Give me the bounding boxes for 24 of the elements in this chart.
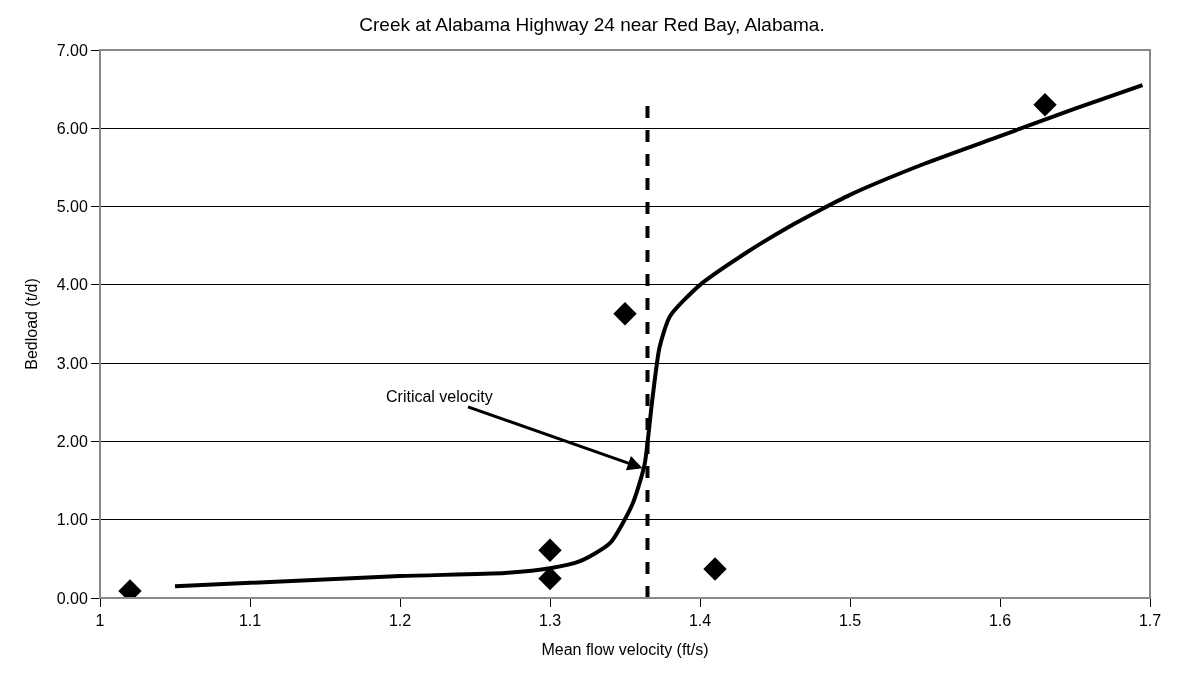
point (538, 538, 562, 562)
y-tick-label: 2.00 (56, 433, 88, 451)
x-tick-label: 1.2 (388, 612, 412, 630)
x-tick-label: 1.3 (538, 612, 562, 630)
chart-title: Creek at Alabama Highway 24 near Red Bay, Alabama. (359, 13, 825, 35)
y-tick-label: 3.00 (56, 354, 88, 372)
x-tick-label: 1.5 (838, 612, 862, 630)
x-tick-label: 1 (95, 612, 105, 630)
y-tick-label: 0.00 (56, 589, 88, 607)
x-tick-label: 1.6 (988, 612, 1012, 630)
point (1033, 93, 1057, 117)
y-tick-label: 5.00 (56, 198, 88, 216)
x-tick-label: 1.1 (238, 612, 262, 630)
x-tick-label: 1.4 (688, 612, 712, 630)
x-tick-label: 1.7 (1138, 612, 1162, 630)
y-tick-label: 4.00 (56, 276, 88, 294)
y-tick-label: 1.00 (56, 511, 88, 529)
y-axis-title: Bedload (t/d) (22, 278, 40, 370)
annotation: Critical velocity (386, 388, 493, 405)
point (613, 302, 637, 326)
point (703, 557, 727, 581)
y-tick-label: 6.00 (56, 119, 88, 137)
y-tick-label: 7.00 (56, 41, 88, 59)
x-axis-title: Mean flow velocity (ft/s) (541, 640, 709, 658)
